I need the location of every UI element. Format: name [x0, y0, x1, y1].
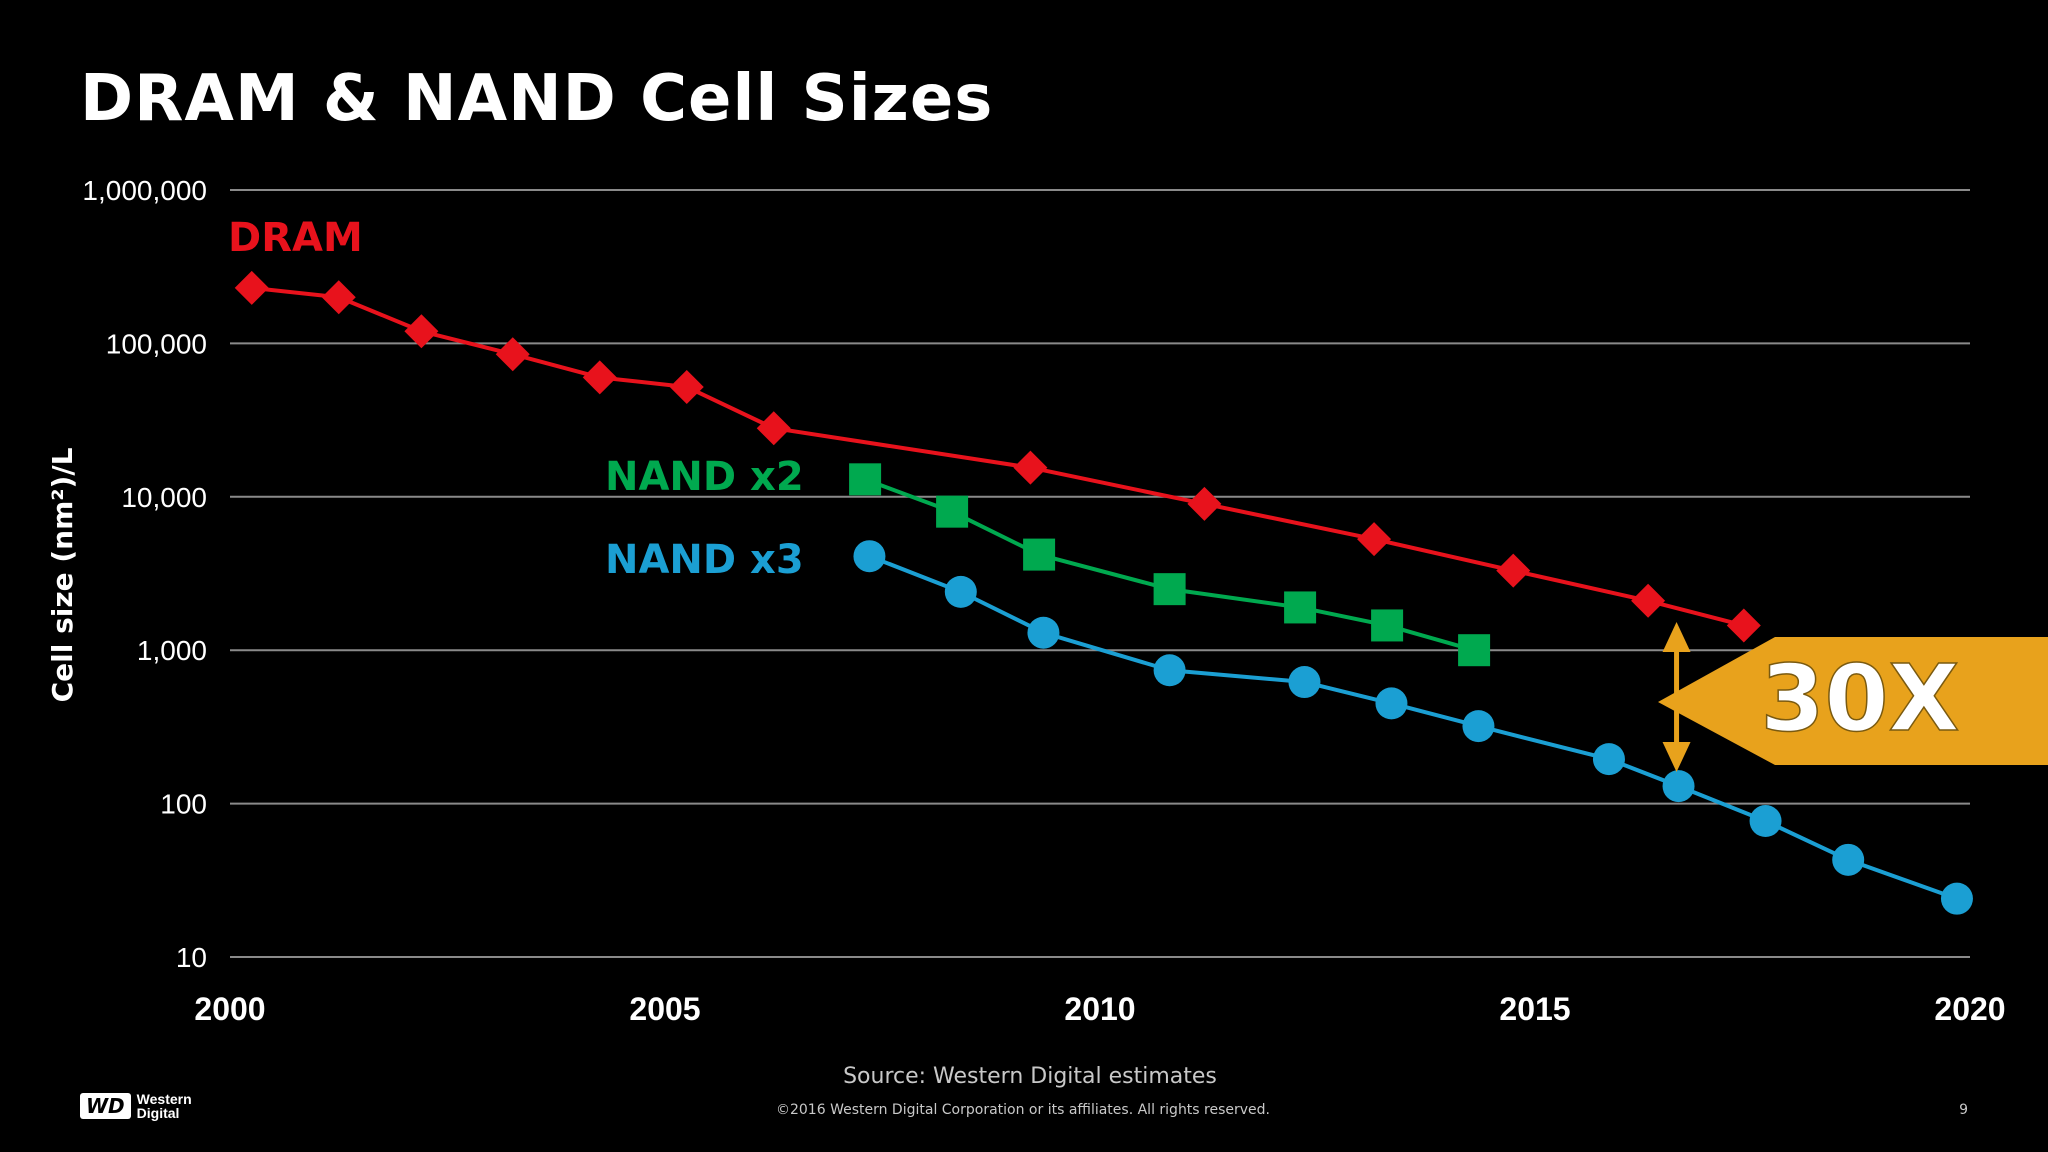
- wd-logo-text: Western Digital: [137, 1092, 192, 1120]
- y-axis-label: Cell size (nm²)/L: [46, 447, 79, 702]
- data-point-circle: [944, 575, 977, 608]
- grid-lines: [230, 189, 1970, 958]
- data-point-diamond: [495, 337, 530, 372]
- y-tick-label: 1,000: [137, 635, 207, 666]
- y-tick-label: 10,000: [121, 482, 207, 513]
- y-tick-labels: 10 100 1,000 10,000 100,000 1,000,000: [82, 175, 207, 973]
- source-note: Source: Western Digital estimates: [843, 1064, 1217, 1089]
- page-number: 9: [1959, 1102, 1968, 1118]
- callout-arrow-shape: [1658, 637, 2048, 765]
- y-tick-label: 10: [176, 942, 207, 973]
- data-point-diamond: [1496, 553, 1531, 588]
- data-point-diamond: [234, 270, 269, 305]
- data-point-circle: [1153, 654, 1186, 687]
- x-tick-label: 2020: [1934, 991, 2005, 1027]
- logo-line-1: Western: [136, 1091, 192, 1107]
- data-point-circle: [1462, 710, 1495, 743]
- data-point-circle: [853, 540, 886, 573]
- data-point-square: [1023, 538, 1056, 571]
- data-point-diamond: [756, 411, 791, 446]
- data-point-diamond: [321, 280, 356, 315]
- data-point-circle: [1940, 882, 1973, 915]
- data-point-diamond: [1013, 450, 1048, 485]
- series-label-nand-x3: NAND x3: [605, 537, 804, 583]
- series-layer: [234, 270, 1973, 915]
- series-dram: [234, 270, 1761, 643]
- data-point-diamond: [669, 369, 704, 404]
- data-point-circle: [1832, 843, 1865, 876]
- callout-label: 30X: [1761, 645, 1960, 752]
- data-point-diamond: [1631, 583, 1666, 618]
- data-point-diamond: [582, 360, 617, 395]
- series-nand-x3: [853, 540, 1973, 915]
- data-point-square: [1458, 634, 1491, 667]
- western-digital-logo: WD Western Digital: [80, 1092, 192, 1120]
- x-tick-label: 2005: [629, 991, 700, 1027]
- data-point-diamond: [404, 314, 439, 349]
- x-tick-label: 2015: [1499, 991, 1570, 1027]
- x-tick-labels: 2000 2005 2010 2015 2020: [194, 991, 2005, 1027]
- data-point-circle: [1375, 687, 1408, 720]
- copyright-note: ©2016 Western Digital Corporation or its…: [775, 1102, 1271, 1118]
- series-label-dram: DRAM: [228, 215, 363, 261]
- logo-line-2: Digital: [136, 1105, 180, 1121]
- y-tick-label: 100,000: [106, 328, 207, 359]
- data-point-diamond: [1187, 486, 1222, 521]
- data-point-square: [849, 463, 882, 496]
- data-point-diamond: [1357, 522, 1392, 557]
- data-point-square: [936, 495, 969, 528]
- series-label-nand-x2: NAND x2: [605, 454, 804, 500]
- data-point-circle: [1027, 616, 1060, 649]
- data-point-square: [1284, 591, 1317, 624]
- gap-arrow-head-down: [1662, 742, 1691, 772]
- data-point-circle: [1592, 743, 1625, 776]
- x-tick-label: 2010: [1064, 991, 1135, 1027]
- gap-arrow-head-up: [1662, 622, 1691, 652]
- data-point-circle: [1662, 770, 1695, 803]
- data-point-square: [1153, 573, 1186, 606]
- wd-logo-mark: WD: [80, 1093, 131, 1119]
- series-nand-x2: [849, 463, 1491, 667]
- data-point-diamond: [1726, 608, 1761, 643]
- callout-30x: 30X: [1658, 637, 2048, 765]
- x-tick-label: 2000: [194, 991, 265, 1027]
- data-point-square: [1371, 609, 1404, 642]
- data-point-circle: [1749, 805, 1782, 838]
- gap-double-arrow: [1662, 622, 1691, 772]
- y-tick-label: 1,000,000: [82, 175, 207, 206]
- data-point-circle: [1288, 666, 1321, 699]
- slide-title: DRAM & NAND Cell Sizes: [80, 62, 994, 136]
- y-tick-label: 100: [160, 789, 207, 820]
